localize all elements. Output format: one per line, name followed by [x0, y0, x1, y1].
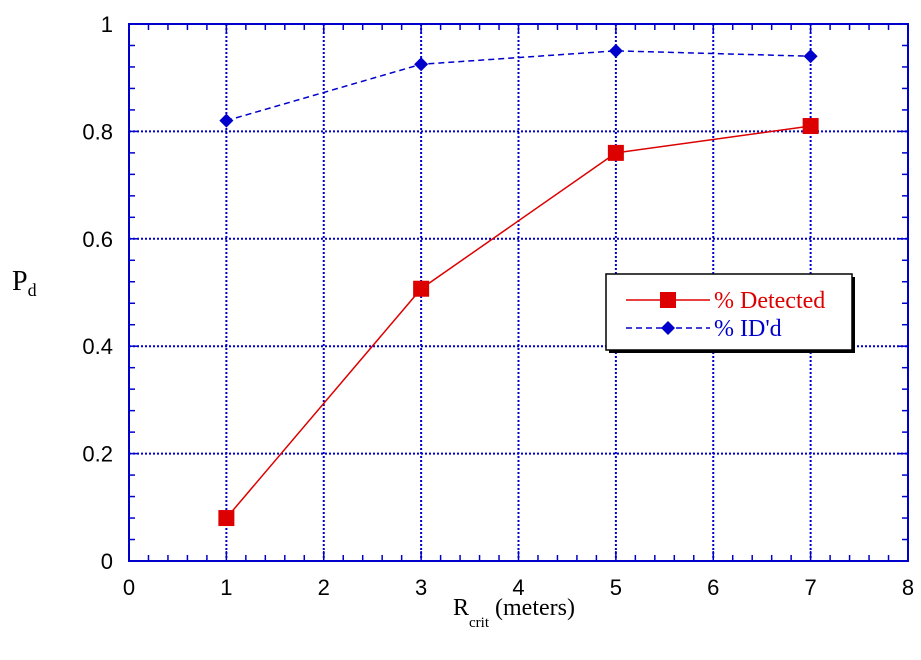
x-tick-label: 3 [415, 575, 427, 600]
plot-frame [128, 23, 909, 562]
data-point [608, 43, 623, 58]
y-tick-label: 0.4 [82, 334, 113, 359]
y-tick-label: 0.6 [82, 227, 113, 252]
data-point [413, 280, 430, 297]
x-axis-title-subscript: crit [469, 615, 490, 631]
data-point [607, 144, 624, 161]
y-axis-tick-labels: 0 0.2 0.4 0.6 0.8 1 [82, 12, 113, 574]
legend-label: % ID'd [714, 316, 782, 342]
y-axis-title-subscript: d [28, 280, 37, 300]
data-point [219, 113, 234, 128]
series-line [226, 50, 811, 122]
legend: % Detected% ID'd [605, 273, 855, 353]
x-tick-label: 0 [123, 575, 135, 600]
x-tick-label: 4 [512, 575, 524, 600]
x-tick-label: 5 [610, 575, 622, 600]
series-line [225, 125, 811, 519]
data-point [218, 510, 235, 527]
x-axis-title-main: R [453, 595, 469, 621]
data-point [803, 49, 818, 64]
series [218, 43, 819, 527]
y-tick-label: 1 [101, 12, 113, 37]
x-tick-label: 6 [707, 575, 719, 600]
y-axis-title-main: P [12, 266, 28, 297]
legend-swatch-marker [660, 292, 676, 308]
legend-entry-0: % Detected [626, 288, 825, 314]
data-point [802, 118, 819, 135]
legend-label: % Detected [714, 288, 825, 314]
series-0 [218, 118, 819, 527]
x-tick-label: 1 [220, 575, 232, 600]
x-axis-title: Rcrit (meters) [453, 595, 575, 631]
legend-entry-1: % ID'd [626, 316, 782, 342]
x-axis-title-rest: (meters) [489, 595, 575, 621]
y-tick-label: 0.2 [82, 442, 113, 467]
y-tick-label: 0.8 [82, 119, 113, 144]
x-tick-label: 8 [902, 575, 914, 600]
y-tick-label: 0 [101, 549, 113, 574]
series-1 [219, 43, 818, 128]
legend-swatch-marker [661, 321, 675, 335]
y-axis-title: Pd [12, 266, 37, 300]
x-tick-label: 2 [318, 575, 330, 600]
x-axis-tick-labels: 0 1 2 3 4 5 6 7 8 [123, 575, 914, 600]
legend-box [605, 273, 853, 351]
x-tick-label: 7 [805, 575, 817, 600]
legend-entries: % Detected% ID'd [626, 288, 825, 342]
data-point [414, 57, 429, 72]
